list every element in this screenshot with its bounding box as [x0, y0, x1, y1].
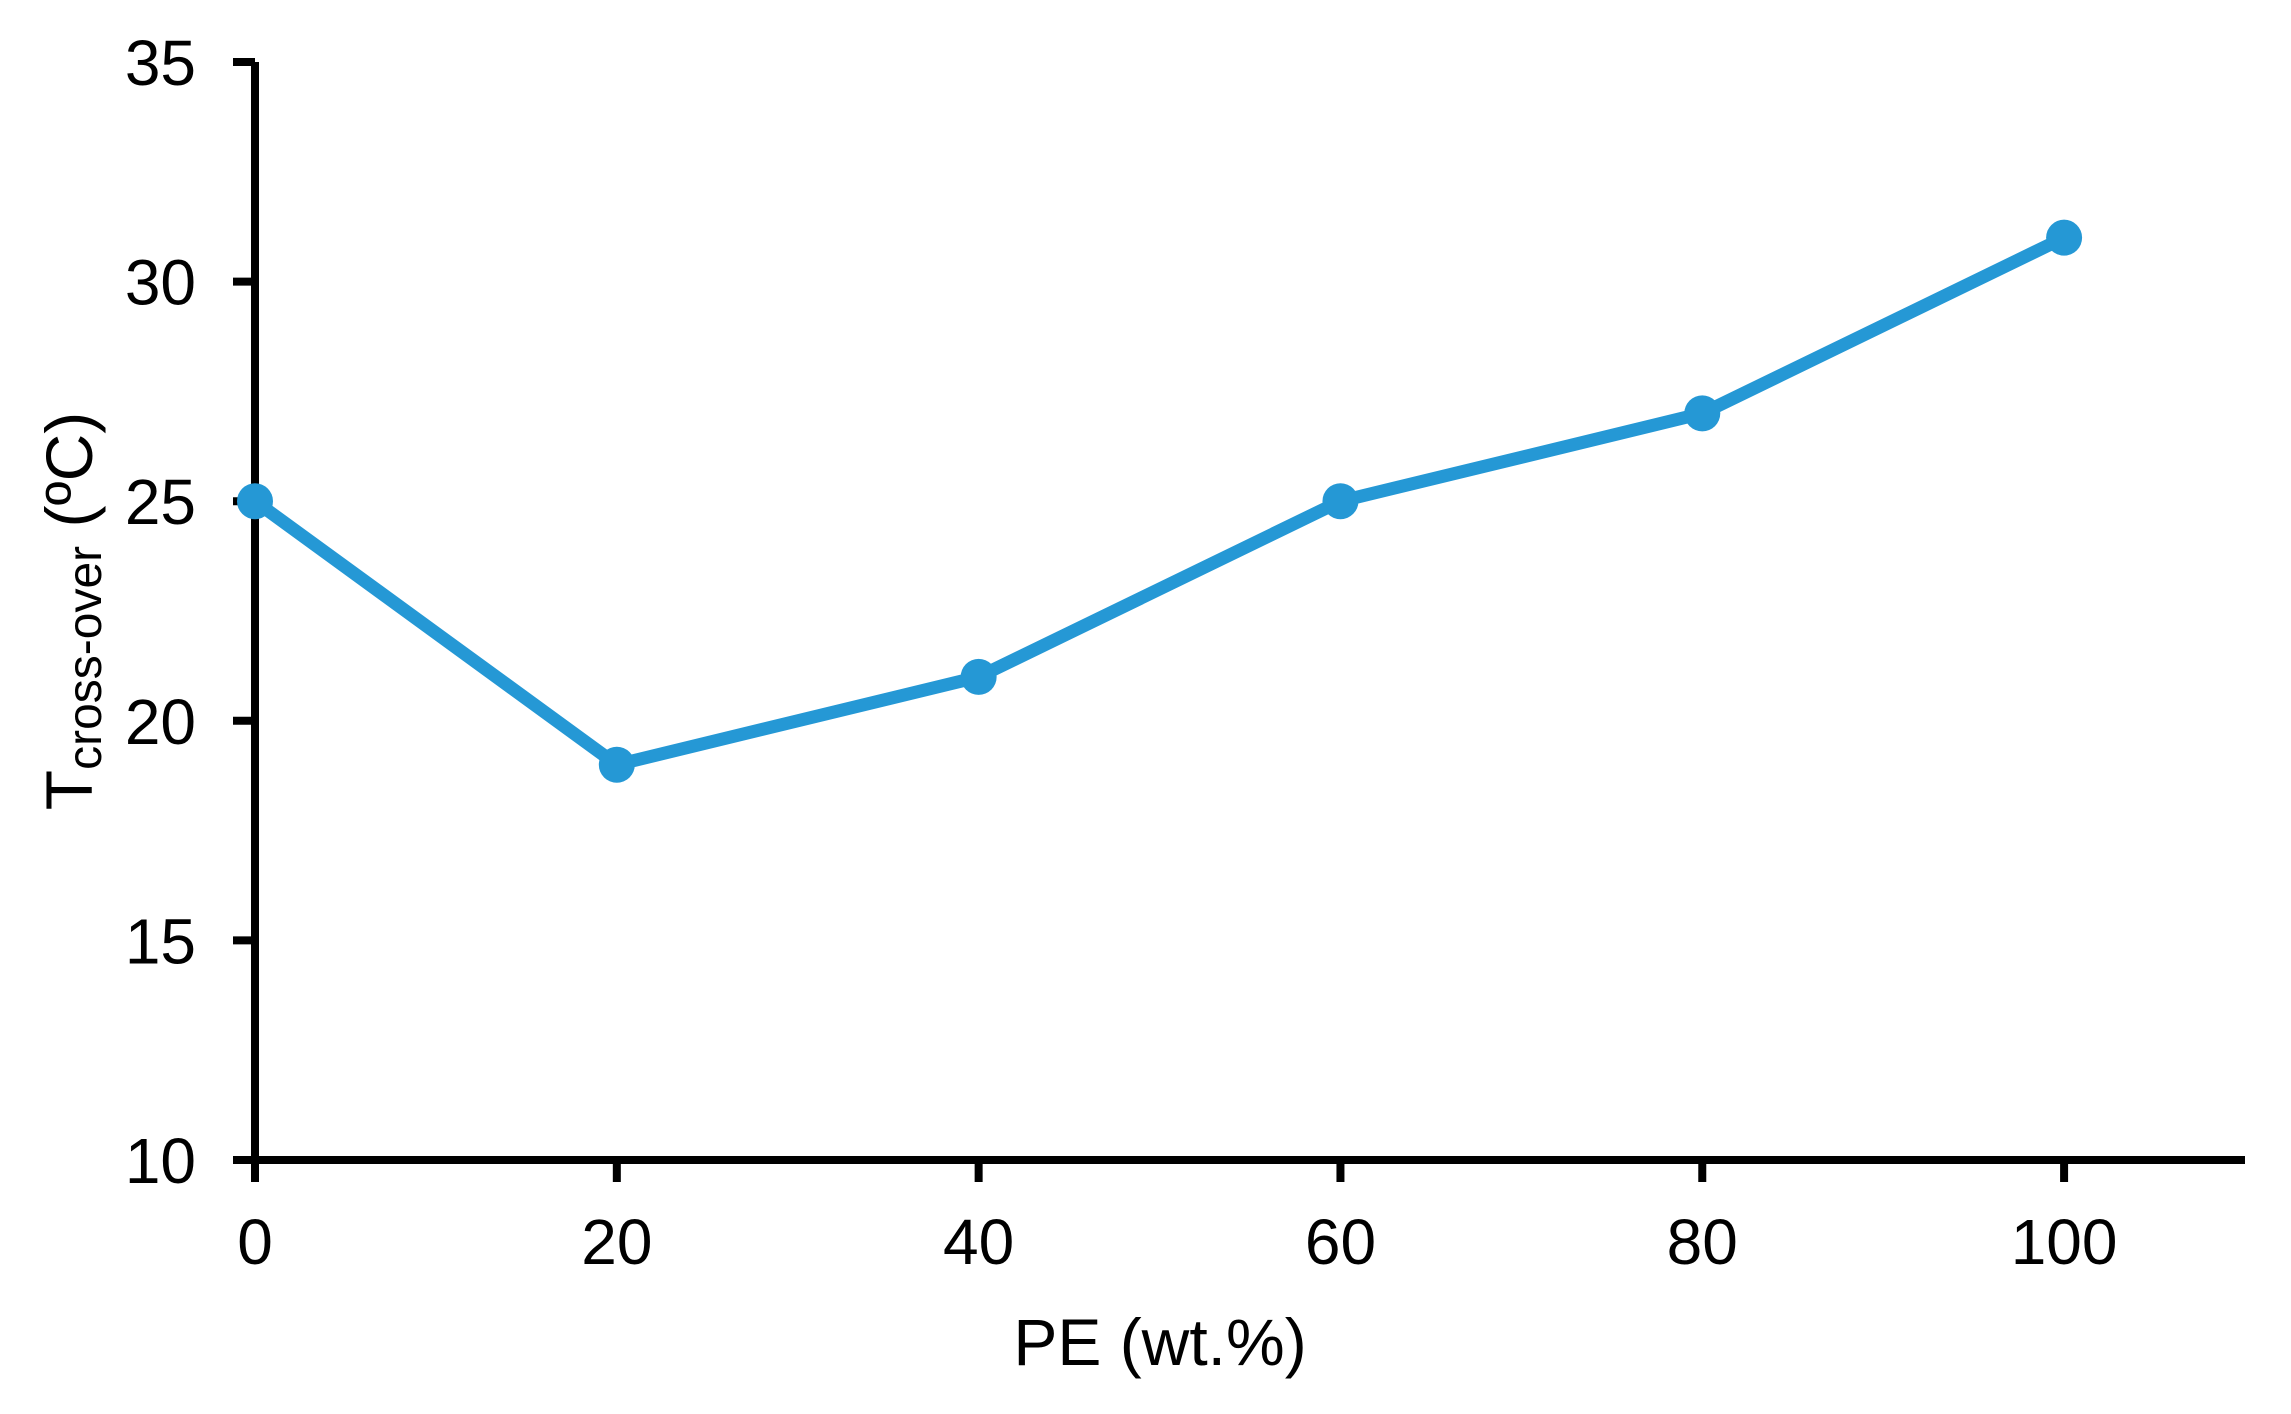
data-point — [960, 658, 997, 695]
x-tick-label: 80 — [1667, 1206, 1738, 1278]
data-point — [237, 483, 273, 520]
y-axis-title: Tcross-over (ºC) — [32, 412, 112, 810]
y-tick-label: 35 — [125, 27, 196, 99]
x-tick-label: 40 — [943, 1206, 1014, 1278]
y-tick-label: 20 — [125, 686, 196, 758]
x-tick-label: 60 — [1305, 1206, 1376, 1278]
y-axis-title-subscript: cross-over — [58, 545, 112, 770]
x-tick-label: 100 — [2011, 1206, 2118, 1278]
data-point — [1322, 483, 1359, 520]
x-tick-label: 0 — [237, 1206, 273, 1278]
x-tick-label: 20 — [581, 1206, 652, 1278]
y-axis-title-unit: (ºC) — [32, 411, 107, 546]
data-point — [598, 746, 635, 783]
y-tick-label: 25 — [125, 466, 196, 538]
y-axis-title-main: T — [32, 769, 107, 811]
data-point — [1684, 395, 1721, 432]
y-tick-label: 15 — [125, 905, 196, 977]
y-tick-label: 30 — [125, 247, 196, 319]
x-axis-title: PE (wt.%) — [1013, 1305, 1307, 1379]
data-point — [2046, 219, 2083, 256]
y-tick-label: 10 — [125, 1125, 196, 1197]
series-line — [248, 231, 2071, 772]
